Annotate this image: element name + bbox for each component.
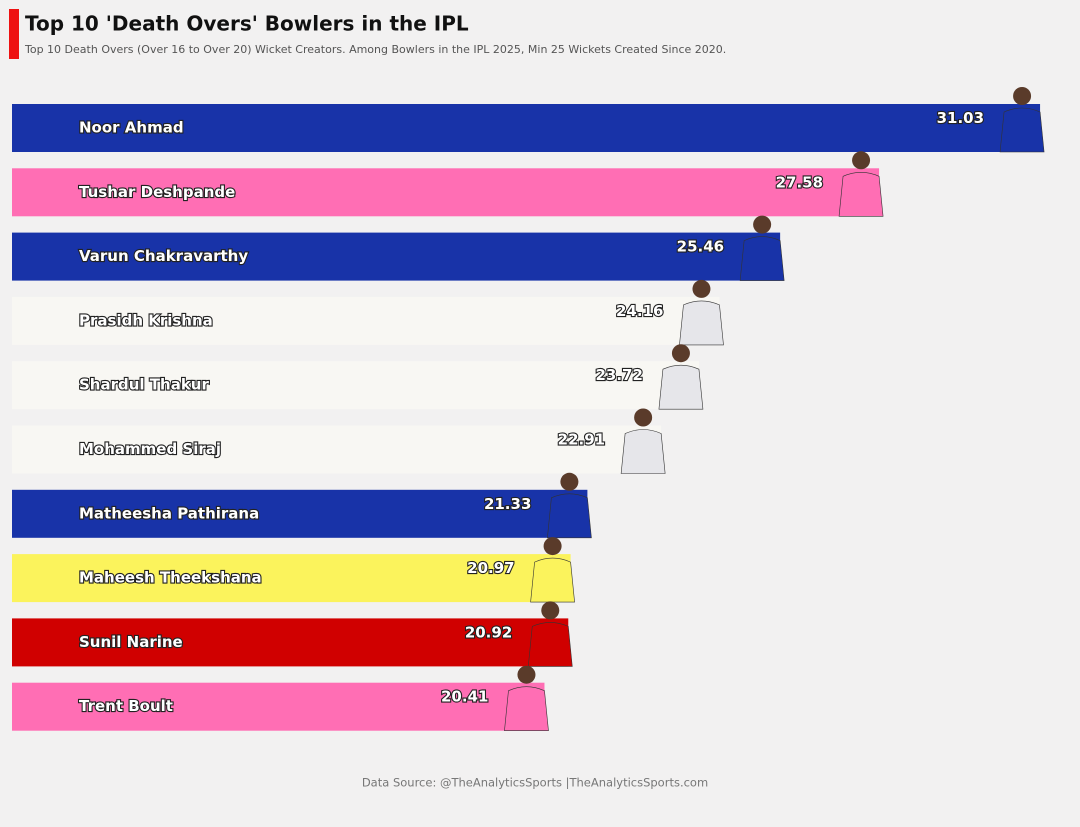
player-head bbox=[753, 215, 772, 234]
player-body bbox=[504, 686, 549, 731]
bar-label: Trent Boult bbox=[79, 697, 173, 715]
bar bbox=[12, 104, 1041, 152]
bar-label: Sunil Narine bbox=[79, 633, 183, 651]
chart-subtitle: Top 10 Death Overs (Over 16 to Over 20) … bbox=[24, 43, 726, 56]
value-label: 27.58 bbox=[776, 173, 823, 191]
player-body bbox=[999, 107, 1045, 153]
bar-label: Tushar Deshpande bbox=[79, 183, 235, 201]
value-label: 21.33 bbox=[484, 495, 531, 513]
value-label: 22.91 bbox=[558, 431, 605, 449]
bar-label: Varun Chakravarthy bbox=[79, 247, 248, 265]
player-head bbox=[517, 665, 536, 684]
player-body bbox=[530, 557, 575, 603]
player-body bbox=[838, 172, 884, 217]
player-body bbox=[658, 364, 704, 410]
player-body bbox=[527, 622, 573, 667]
value-label: 23.72 bbox=[595, 366, 642, 384]
player-head bbox=[543, 537, 562, 556]
value-label: 20.41 bbox=[441, 688, 488, 706]
bar-label: Matheesha Pathirana bbox=[79, 504, 259, 522]
player-head bbox=[852, 151, 871, 170]
player-body bbox=[739, 236, 785, 281]
player-head bbox=[634, 408, 653, 427]
bar bbox=[12, 682, 545, 731]
bar-label: Maheesh Theekshana bbox=[79, 569, 262, 587]
source-note: Data Source: @TheAnalyticsSports |TheAna… bbox=[362, 776, 708, 790]
value-label: 24.16 bbox=[616, 302, 663, 320]
player-body bbox=[620, 429, 666, 474]
bar-label: Mohammed Siraj bbox=[79, 440, 221, 458]
bar bbox=[12, 425, 662, 474]
player-body bbox=[547, 493, 592, 539]
bar-label: Shardul Thakur bbox=[79, 376, 209, 394]
player-head bbox=[560, 472, 579, 491]
player-head bbox=[1013, 87, 1032, 105]
chart-title: Top 10 'Death Overs' Bowlers in the IPL bbox=[25, 12, 469, 36]
player-head bbox=[671, 344, 690, 363]
bar bbox=[12, 361, 699, 410]
bar bbox=[12, 232, 781, 281]
bar bbox=[12, 554, 571, 603]
player-body bbox=[679, 300, 724, 346]
value-label: 25.46 bbox=[677, 238, 724, 256]
title-accent bbox=[9, 9, 19, 59]
value-label: 20.97 bbox=[467, 559, 514, 577]
bar bbox=[12, 618, 569, 667]
player-head bbox=[541, 601, 560, 620]
player-head bbox=[692, 279, 711, 298]
value-label: 20.92 bbox=[465, 623, 512, 641]
bar bbox=[12, 296, 720, 345]
bar bbox=[12, 489, 588, 538]
value-label: 31.03 bbox=[937, 109, 984, 127]
bar-label: Prasidh Krishna bbox=[79, 311, 213, 329]
bar-label: Noor Ahmad bbox=[79, 119, 184, 137]
bar bbox=[12, 168, 880, 217]
